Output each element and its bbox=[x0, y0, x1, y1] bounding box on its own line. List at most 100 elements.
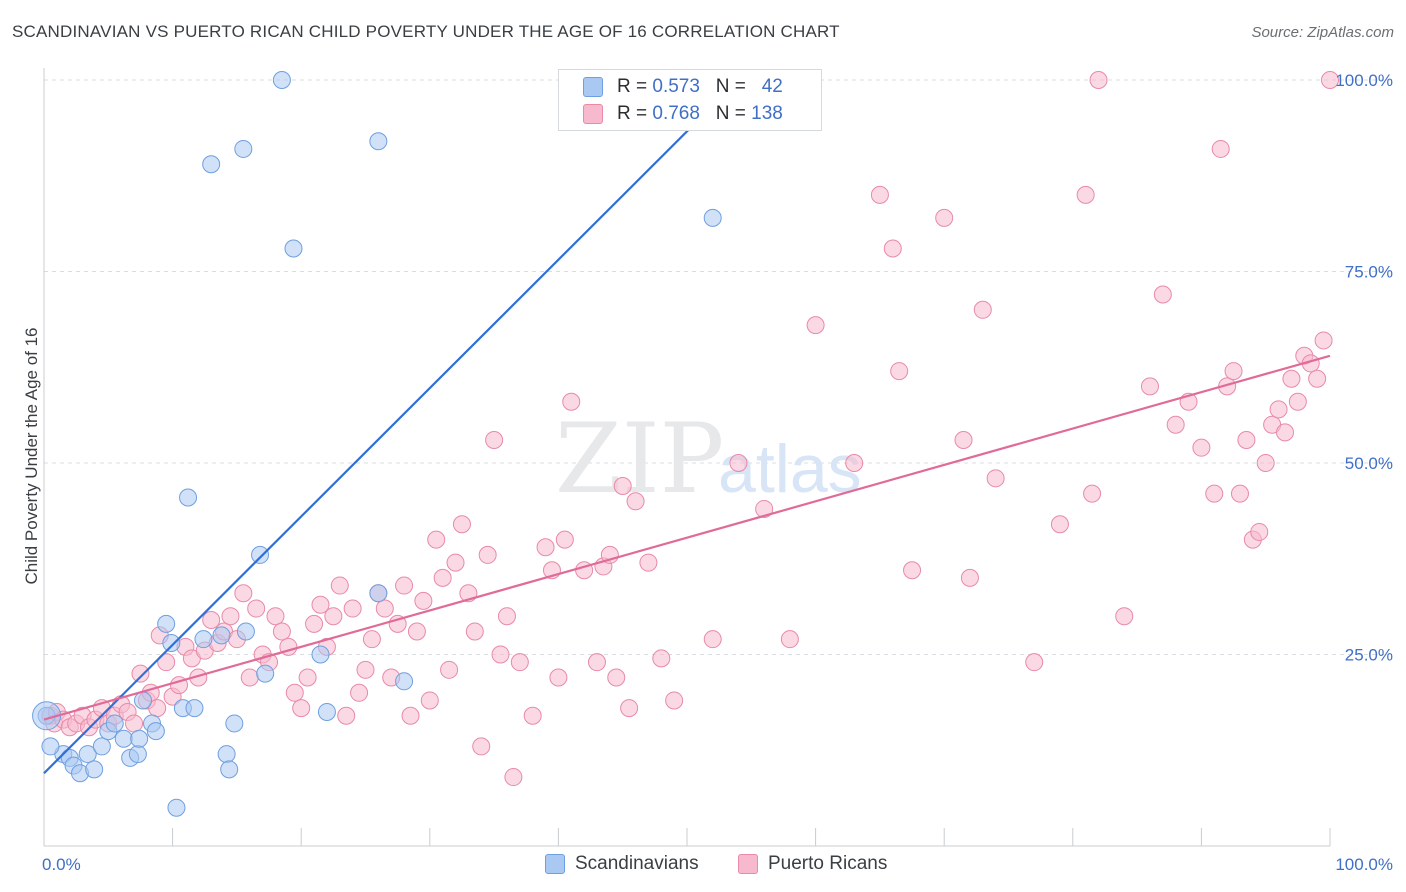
n-value: 138 bbox=[751, 103, 783, 124]
scandinavian-point bbox=[317, 702, 336, 721]
n-value: 42 bbox=[761, 76, 783, 97]
puerto-rican-point bbox=[1230, 484, 1249, 503]
puerto-rican-point bbox=[395, 576, 414, 595]
scandinavian-point bbox=[272, 71, 291, 89]
puerto-rican-point bbox=[845, 454, 864, 472]
scandinavian-point bbox=[311, 645, 330, 664]
r-label: R = bbox=[617, 103, 653, 124]
puerto-rican-point bbox=[536, 538, 555, 557]
puerto-rican-point bbox=[446, 553, 465, 572]
x-tick-label: 0.0% bbox=[42, 855, 81, 874]
puerto-rican-point bbox=[973, 300, 992, 319]
puerto-rican-point bbox=[131, 664, 150, 683]
puerto-rican-point bbox=[330, 576, 349, 595]
puerto-rican-point bbox=[1275, 423, 1294, 442]
puerto-rican-point bbox=[401, 706, 420, 725]
puerto-rican-point bbox=[420, 691, 439, 710]
puerto-rican-point bbox=[504, 768, 523, 787]
x-tick-label: 100.0% bbox=[1335, 855, 1393, 874]
watermark: ZIP atlas bbox=[555, 403, 862, 515]
scandinavian-point bbox=[92, 737, 111, 756]
puerto-rican-point bbox=[407, 622, 426, 641]
puerto-rican-point bbox=[806, 316, 825, 335]
puerto-rican-point bbox=[1237, 431, 1256, 450]
scandinavian-point bbox=[369, 584, 388, 603]
puerto-rican-point bbox=[626, 492, 645, 511]
puerto-rican-point bbox=[729, 454, 748, 472]
puerto-rican-point bbox=[1166, 415, 1185, 434]
chart-title: SCANDINAVIAN VS PUERTO RICAN CHILD POVER… bbox=[12, 22, 840, 41]
puerto-rican-point bbox=[362, 630, 381, 649]
puerto-rican-point bbox=[890, 362, 909, 381]
puerto-rican-point bbox=[285, 683, 304, 702]
r-value: 0.573 bbox=[652, 76, 700, 97]
blue-swatch bbox=[545, 854, 565, 874]
puerto-rican-point bbox=[755, 499, 774, 518]
x-tick-labels: 0.0% 100.0% bbox=[42, 855, 1393, 874]
scandinavian-point bbox=[703, 208, 722, 227]
puerto-rican-point bbox=[1192, 438, 1211, 457]
puerto-rican-point bbox=[510, 653, 529, 672]
puerto-rican-point bbox=[485, 431, 504, 450]
y-tick-label: 100.0% bbox=[1335, 71, 1393, 90]
puerto-rican-point bbox=[311, 595, 330, 614]
puerto-rican-point bbox=[870, 185, 889, 204]
puerto-rican-point bbox=[620, 699, 639, 718]
puerto-rican-point bbox=[1140, 377, 1159, 396]
puerto-rican-point bbox=[903, 561, 922, 580]
puerto-rican-point bbox=[1269, 400, 1288, 419]
puerto-rican-point bbox=[1025, 653, 1044, 672]
puerto-rican-point bbox=[960, 568, 979, 587]
puerto-rican-point bbox=[665, 691, 684, 710]
puerto-rican-point bbox=[272, 622, 291, 641]
scandinavian-point bbox=[256, 664, 275, 683]
pink-swatch bbox=[738, 854, 758, 874]
scandinavian-point bbox=[369, 132, 388, 151]
scandinavian-point bbox=[157, 614, 176, 633]
scandinavian-point bbox=[85, 760, 104, 779]
puerto-rican-point bbox=[221, 607, 240, 626]
r-value: 0.768 bbox=[652, 103, 700, 124]
puerto-rican-point bbox=[440, 660, 459, 679]
puerto-rican-point bbox=[472, 737, 491, 756]
puerto-rican-point bbox=[1211, 139, 1230, 158]
scandinavian-point bbox=[130, 729, 149, 748]
scandinavian-point bbox=[194, 630, 213, 649]
scandinavian-point bbox=[78, 745, 97, 764]
puerto-rican-point bbox=[549, 668, 568, 687]
y-tick-label: 50.0% bbox=[1345, 454, 1393, 473]
puerto-rican-point bbox=[247, 599, 266, 618]
scandinavian-trendline bbox=[43, 79, 740, 775]
puerto-rican-point bbox=[1050, 515, 1069, 534]
scandinavian-point bbox=[225, 714, 244, 733]
puerto-rican-point bbox=[478, 545, 497, 564]
r-label: R = bbox=[617, 76, 653, 97]
source-label: Source: ZipAtlas.com bbox=[1251, 24, 1394, 41]
puerto-rican-point bbox=[452, 515, 471, 534]
scandinavian-point bbox=[202, 155, 221, 174]
puerto-rican-point bbox=[1205, 484, 1224, 503]
puerto-rican-point bbox=[343, 599, 362, 618]
puerto-rican-point bbox=[1321, 71, 1339, 89]
puerto-rican-point bbox=[350, 683, 369, 702]
scandinavian-point bbox=[234, 139, 253, 158]
scandinavian-point bbox=[134, 691, 153, 710]
puerto-rican-point bbox=[356, 660, 375, 679]
puerto-rican-point bbox=[1153, 285, 1172, 304]
correlation-legend: R = 0.573 N = 42 R = 0.768 N = 138 bbox=[558, 69, 822, 131]
scandinavian-point bbox=[220, 760, 239, 779]
puerto-rican-point bbox=[562, 392, 581, 411]
n-label: N = bbox=[715, 103, 752, 124]
puerto-rican-point bbox=[1089, 71, 1108, 89]
puerto-rican-point bbox=[1282, 369, 1301, 388]
scandinavian-point bbox=[128, 745, 147, 764]
blue-swatch bbox=[583, 77, 603, 97]
puerto-rican-point bbox=[780, 630, 799, 649]
puerto-rican-point bbox=[298, 668, 317, 687]
puerto-rican-point bbox=[234, 584, 253, 603]
puerto-rican-point bbox=[1115, 607, 1134, 626]
puerto-rican-point bbox=[703, 630, 722, 649]
scandinavian-points bbox=[32, 71, 722, 817]
puerto-rican-point bbox=[1250, 522, 1269, 541]
